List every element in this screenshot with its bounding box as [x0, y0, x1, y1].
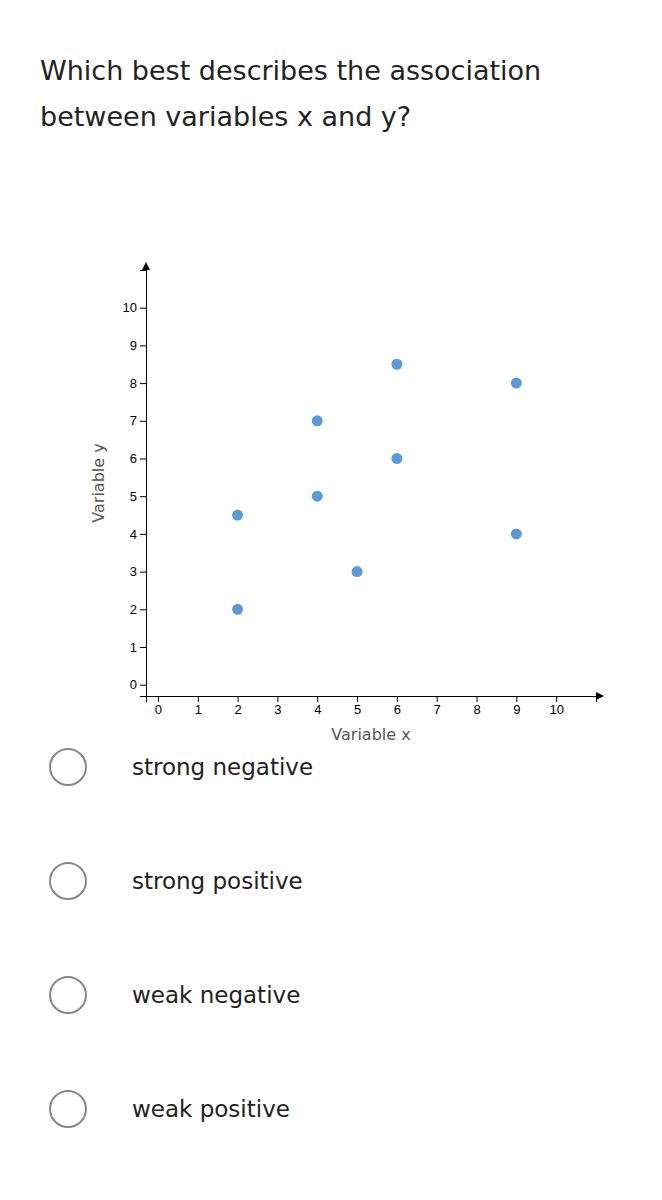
tick-mark — [516, 696, 517, 702]
tick-label: 5 — [354, 702, 361, 717]
tick-label: 0 — [155, 702, 162, 717]
tick: 8 — [130, 376, 146, 391]
tick-label: 9 — [513, 702, 520, 717]
point — [391, 453, 402, 464]
radio-button — [50, 977, 86, 1013]
axis-arrow — [142, 262, 150, 270]
tick-label: 4 — [314, 702, 321, 717]
tick: 10 — [123, 300, 146, 315]
point — [312, 491, 323, 502]
tick: 2 — [130, 602, 146, 617]
tick-mark — [437, 696, 438, 702]
tick-label: 1 — [130, 640, 137, 655]
tick: 0 — [155, 696, 162, 717]
x-axis: 0 1 2 3 4 5 6 7 8 9 10 — [147, 696, 597, 717]
tick-label: 10 — [123, 300, 137, 315]
tick-label: 7 — [434, 702, 441, 717]
tick-mark — [277, 696, 278, 702]
tick-mark — [140, 496, 146, 497]
tick: 6 — [394, 696, 401, 717]
title: Which best describes the association bet… — [40, 55, 550, 132]
radio-button — [50, 863, 86, 899]
tick-mark — [477, 696, 478, 702]
radio-button — [50, 749, 86, 785]
tick-mark — [140, 572, 146, 573]
tick-mark — [397, 696, 398, 702]
tick-label: 4 — [130, 527, 137, 542]
tick-label: 10 — [549, 702, 563, 717]
tick-label: 1 — [195, 702, 202, 717]
chart: Which best describes the association bet… — [0, 0, 662, 1200]
tick-mark — [556, 696, 557, 702]
tick: 6 — [130, 451, 146, 466]
tick-label: 6 — [130, 451, 137, 466]
axis-line — [147, 697, 597, 703]
tick-label: 2 — [130, 602, 137, 617]
tick-label: 2 — [234, 702, 241, 717]
tick-mark — [140, 534, 146, 535]
point — [511, 378, 522, 389]
tick-mark — [140, 685, 146, 686]
axis-line — [140, 271, 147, 697]
choice-label: strong negative — [132, 754, 313, 780]
tick: 3 — [274, 696, 281, 717]
tick-label: 6 — [394, 702, 401, 717]
tick-mark — [238, 696, 239, 702]
point — [232, 510, 243, 521]
tick-mark — [158, 696, 159, 702]
tick-mark — [140, 383, 146, 384]
tick: 10 — [549, 696, 563, 717]
point — [352, 566, 363, 577]
y-axis: 0 1 2 3 4 5 6 7 8 9 10 — [123, 271, 147, 697]
tick: 2 — [234, 696, 241, 717]
tick: 1 — [195, 696, 202, 717]
tick-mark — [140, 308, 146, 309]
tick-label: 8 — [130, 376, 137, 391]
tick-mark — [198, 696, 199, 702]
tick: 1 — [130, 640, 146, 655]
tick-label: 3 — [274, 702, 281, 717]
tick: 0 — [130, 677, 146, 692]
tick-mark — [140, 609, 146, 610]
tick-mark — [140, 345, 146, 346]
tick-label: 3 — [130, 564, 137, 579]
points — [232, 359, 522, 615]
tick: 3 — [130, 564, 146, 579]
tick-label: 8 — [473, 702, 480, 717]
tick-label: 9 — [130, 338, 137, 353]
tick-mark — [357, 696, 358, 702]
point — [511, 528, 522, 539]
choice-label: weak positive — [132, 1096, 290, 1122]
choice-label: strong positive — [132, 868, 303, 894]
axis-arrow — [596, 692, 604, 700]
tick: 7 — [130, 413, 146, 428]
radio-button — [50, 1091, 86, 1127]
y-axis-title: Variable y — [89, 443, 108, 522]
point — [232, 604, 243, 615]
point — [312, 415, 323, 426]
tick: 5 — [130, 489, 146, 504]
tick-mark — [140, 458, 146, 459]
point — [391, 359, 402, 370]
tick-mark — [140, 647, 146, 648]
x-axis-title: Variable x — [331, 725, 410, 744]
choice-label: weak negative — [132, 982, 300, 1008]
tick-label: 0 — [130, 677, 137, 692]
tick: 9 — [130, 338, 146, 353]
tick-mark — [317, 696, 318, 702]
tick: 5 — [354, 696, 361, 717]
tick: 8 — [473, 696, 480, 717]
tick-mark — [140, 421, 146, 422]
tick: 4 — [314, 696, 321, 717]
tick-label: 5 — [130, 489, 137, 504]
tick: 7 — [434, 696, 441, 717]
choices: strong negative strong positive weak negat… — [50, 749, 313, 1127]
tick: 9 — [513, 696, 520, 717]
tick: 4 — [130, 527, 146, 542]
tick-label: 7 — [130, 413, 137, 428]
